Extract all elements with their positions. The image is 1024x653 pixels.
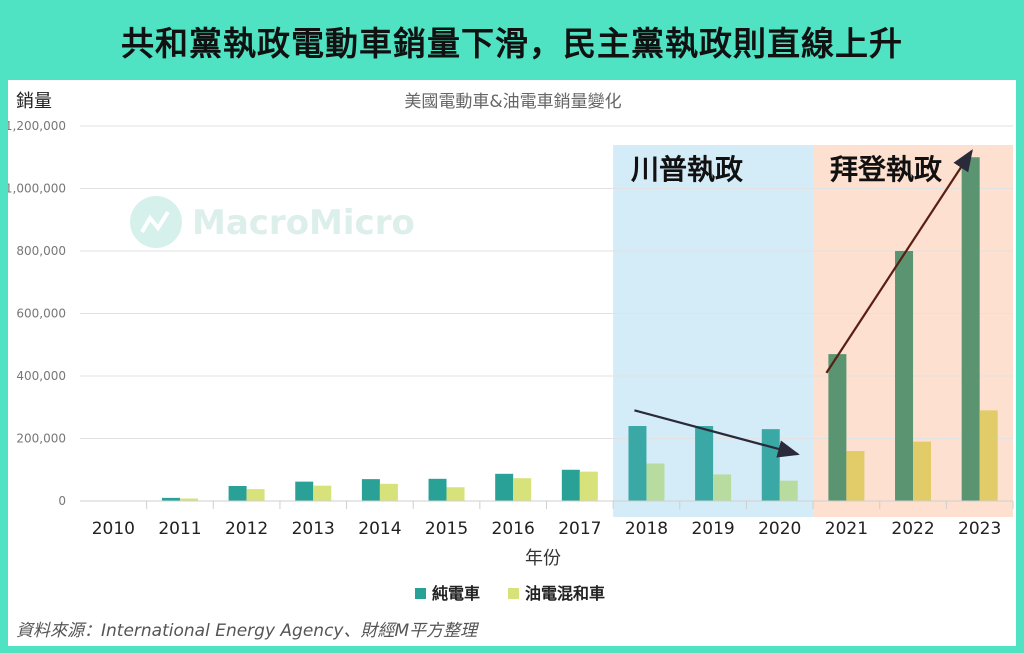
bar-bev-2017 [561, 469, 580, 501]
bar-phev-2022 [913, 441, 932, 501]
bar-bev-2018 [628, 426, 647, 501]
bar-bev-2014 [361, 479, 380, 501]
legend-label-phev: 油電混和車 [525, 584, 605, 603]
x-tick-label: 2016 [492, 519, 535, 539]
bar-phev-2015 [446, 487, 465, 501]
bar-phev-2012 [246, 489, 265, 501]
x-tick-label: 2012 [225, 519, 268, 539]
y-axis-label: 銷量 [16, 91, 52, 112]
x-tick-label: 2023 [958, 519, 1001, 539]
bar-bev-2020 [761, 429, 780, 501]
y-tick-label: 200,000 [16, 432, 66, 446]
bar-phev-2013 [313, 485, 332, 501]
bar-phev-2017 [579, 471, 598, 501]
bar-bev-2013 [295, 481, 314, 501]
x-tick-label: 2019 [691, 519, 734, 539]
bar-bev-2021 [828, 354, 847, 501]
y-tick-label: 1,000,000 [8, 182, 66, 196]
bar-phev-2011 [179, 498, 198, 501]
bar-bev-2011 [161, 497, 180, 501]
x-axis-label: 年份 [525, 548, 561, 569]
bar-bev-2023 [961, 157, 980, 501]
bar-phev-2021 [846, 451, 865, 501]
bar-phev-2019 [713, 474, 732, 501]
y-tick-label: 0 [58, 494, 66, 508]
legend-swatch-phev [508, 588, 519, 599]
chart-svg: MacroMicro 0 200,000 400,000 600,000 800,000… [8, 91, 1014, 603]
bar-phev-2014 [379, 483, 398, 501]
y-tick-label: 400,000 [16, 369, 66, 383]
chart-panel: MacroMicro 0 200,000 400,000 600,000 800,000… [8, 80, 1016, 646]
x-tick-label: 2011 [158, 519, 201, 539]
bar-bev-2019 [695, 426, 714, 501]
x-tick-label: 2013 [292, 519, 335, 539]
x-tick-label: 2017 [558, 519, 601, 539]
x-tick-label: 2014 [358, 519, 401, 539]
svg-text:MacroMicro: MacroMicro [192, 203, 415, 243]
legend-swatch-bev [415, 588, 426, 599]
y-tick-label: 800,000 [16, 244, 66, 258]
trend-arrow-trump [634, 409, 800, 458]
trend-arrow-biden [825, 149, 973, 374]
bar-bev-2015 [428, 478, 447, 501]
x-tick-label: 2015 [425, 519, 468, 539]
bar-bev-2022 [895, 251, 914, 501]
headline: 共和黨執政電動車銷量下滑，民主黨執政則直線上升 [121, 24, 903, 63]
x-tick-label: 2018 [625, 519, 668, 539]
x-tick-label: 2022 [891, 519, 934, 539]
annotation-biden: 拜登執政 [830, 153, 942, 186]
legend-label-bev: 純電車 [432, 584, 480, 603]
x-tick-label: 2020 [758, 519, 801, 539]
bar-phev-2020 [779, 480, 798, 501]
source-note: 資料來源：International Energy Agency、財經M平方整理 [16, 621, 478, 641]
annotation-trump: 川普執政 [631, 153, 743, 186]
bar-phev-2016 [513, 478, 532, 501]
bar-bev-2016 [495, 473, 514, 501]
x-tick-label: 2010 [92, 519, 135, 539]
y-tick-label: 1,200,000 [8, 119, 66, 133]
x-tick-label: 2021 [825, 519, 868, 539]
bar-phev-2023 [979, 410, 998, 501]
bar-bev-2012 [228, 486, 247, 501]
y-tick-label: 600,000 [16, 307, 66, 321]
watermark: MacroMicro [130, 196, 415, 248]
bar-phev-2018 [646, 463, 665, 501]
chart-title: 美國電動車&油電車銷量變化 [404, 92, 621, 112]
